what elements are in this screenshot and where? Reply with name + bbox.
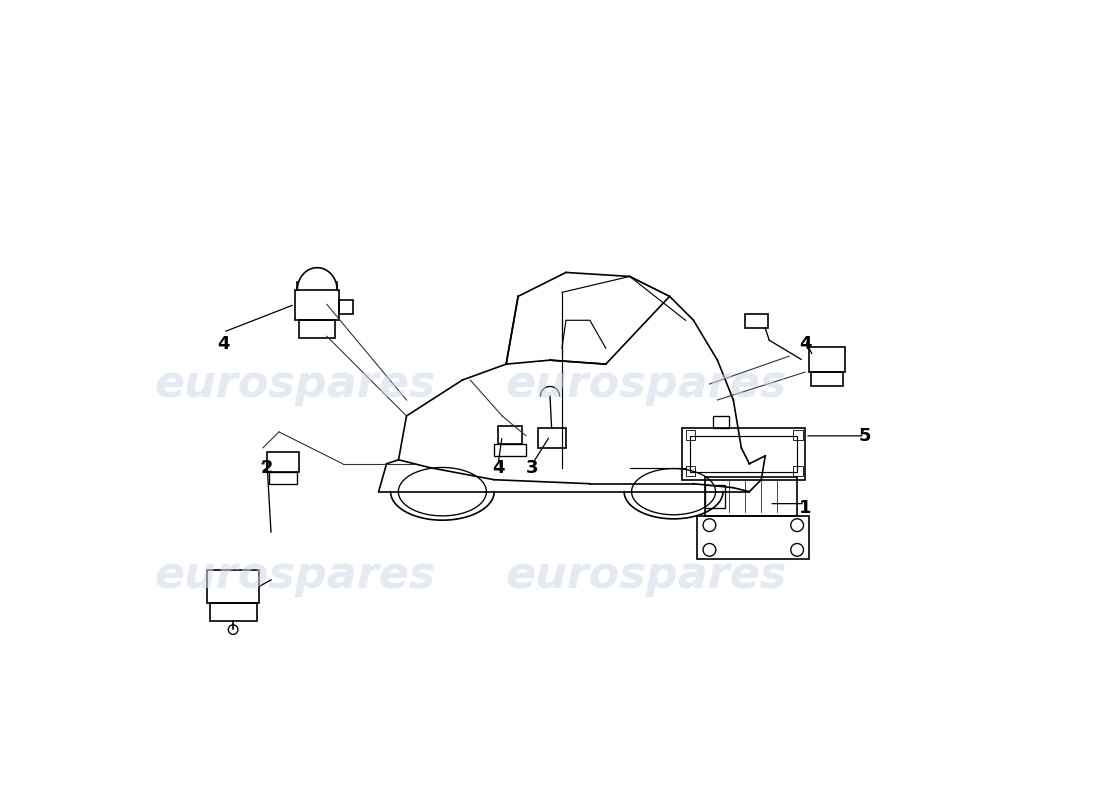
Bar xyxy=(299,320,334,338)
Text: eurospares: eurospares xyxy=(505,362,786,406)
Bar xyxy=(705,486,725,508)
Text: 5: 5 xyxy=(859,427,871,445)
Bar xyxy=(811,372,844,386)
Bar xyxy=(339,299,353,314)
Text: 4: 4 xyxy=(217,335,230,353)
Bar xyxy=(207,570,258,603)
Bar xyxy=(685,466,695,476)
Bar xyxy=(793,466,803,476)
Text: 4: 4 xyxy=(492,458,505,477)
Bar xyxy=(538,428,565,448)
Bar xyxy=(714,416,729,428)
Bar xyxy=(746,314,768,328)
Bar xyxy=(267,452,299,472)
Bar xyxy=(682,428,805,480)
Bar xyxy=(685,430,695,440)
Bar xyxy=(793,430,803,440)
Text: 1: 1 xyxy=(799,498,812,517)
Text: eurospares: eurospares xyxy=(154,554,436,597)
Bar xyxy=(697,515,810,559)
Text: eurospares: eurospares xyxy=(154,362,436,406)
Bar xyxy=(494,444,526,456)
Bar xyxy=(498,426,522,444)
Bar xyxy=(295,290,339,320)
Bar xyxy=(210,603,256,621)
Text: eurospares: eurospares xyxy=(505,554,786,597)
Text: 4: 4 xyxy=(799,335,812,353)
Bar xyxy=(705,478,798,515)
Bar xyxy=(810,346,845,372)
Bar xyxy=(690,436,798,472)
Bar xyxy=(268,472,297,484)
Text: 2: 2 xyxy=(261,458,273,477)
Text: 3: 3 xyxy=(526,458,539,477)
